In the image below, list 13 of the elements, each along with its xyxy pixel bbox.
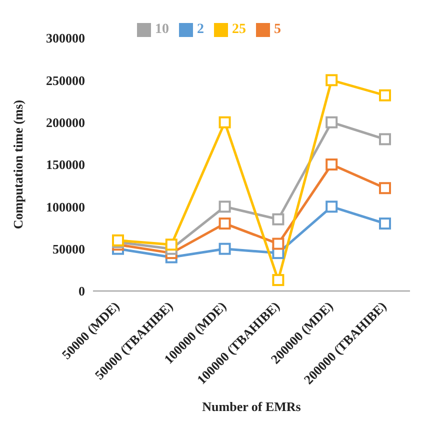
y-tick-label: 300000 <box>46 30 85 46</box>
legend-label: 10 <box>155 22 169 37</box>
y-tick-label: 50000 <box>52 241 85 256</box>
legend-label: 5 <box>274 22 281 37</box>
y-tick-label: 0 <box>78 284 85 299</box>
legend-label: 2 <box>197 22 204 37</box>
y-tick-label: 100000 <box>46 199 85 214</box>
legend-label: 25 <box>232 22 246 37</box>
y-axis-title: Computation time (ms) <box>10 100 26 230</box>
y-tick-label: 150000 <box>46 157 85 172</box>
y-tick-label: 200000 <box>46 114 85 130</box>
y-tick-label: 250000 <box>46 72 85 88</box>
x-axis-title: Number of EMRs <box>202 399 301 414</box>
